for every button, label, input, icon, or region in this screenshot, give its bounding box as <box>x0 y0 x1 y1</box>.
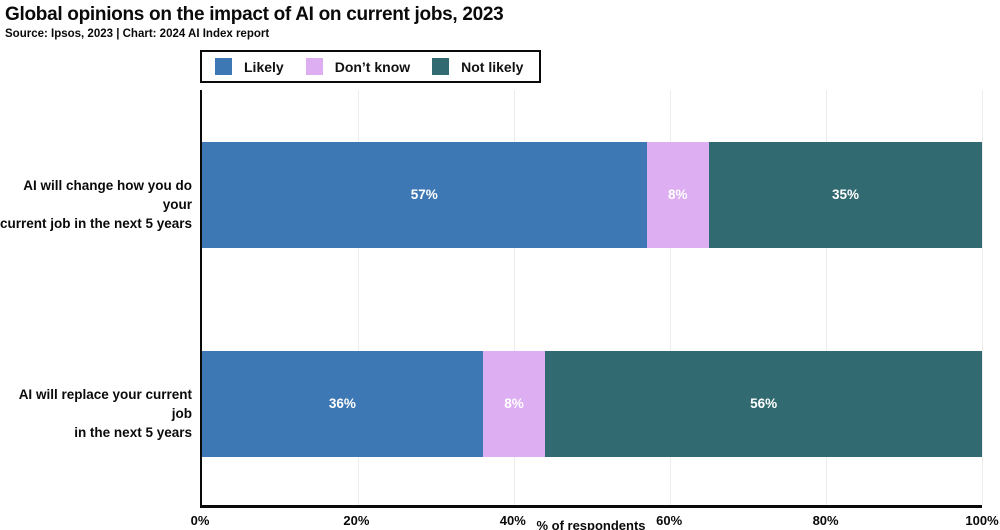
plot-area: 57% 8% 35% 36% 8% 56% <box>200 90 983 508</box>
gridline <box>982 90 983 505</box>
bar-value-label: 56% <box>750 396 778 411</box>
legend-swatch-icon <box>305 58 323 75</box>
legend-item-don-t-know[interactable]: Don’t know <box>305 58 411 75</box>
legend-swatch-icon <box>432 58 450 75</box>
x-axis-tick-labels: 0% 20% 40% 60% 80% 100% <box>191 513 999 529</box>
bar-value-label: 36% <box>328 396 356 411</box>
bar-segment-not-likely[interactable]: 35% <box>708 141 982 248</box>
legend-item-not-likely[interactable]: Not likely <box>432 58 523 75</box>
gridline <box>358 90 359 505</box>
category-label: AI will replace your current job in the n… <box>18 386 192 440</box>
bar-segment-not-likely[interactable]: 56% <box>545 350 982 457</box>
bar-segment-don-t-know[interactable]: 8% <box>646 141 709 248</box>
x-tick-label: 100% <box>965 513 999 528</box>
legend: Likely Don’t know Not likely <box>200 50 542 83</box>
x-tick-label: 0% <box>190 513 210 528</box>
bar-value-label: 35% <box>831 187 859 202</box>
x-tick-label: 20% <box>343 513 370 528</box>
legend-swatch-icon <box>215 58 232 75</box>
bar-segment-don-t-know[interactable]: 8% <box>482 350 546 457</box>
x-tick-label: 80% <box>812 513 839 528</box>
bar-row: 36% 8% 56% <box>202 350 982 457</box>
legend-label: Not likely <box>461 58 524 75</box>
legend-item-likely[interactable]: Likely <box>215 58 284 75</box>
bar-row: 57% 8% 35% <box>202 141 982 248</box>
gridline <box>670 90 671 505</box>
bar-value-label: 8% <box>504 396 524 411</box>
x-axis-title: % of respondents <box>536 518 646 530</box>
bar-segment-likely[interactable]: 36% <box>202 350 483 457</box>
chart-title: Global opinions on the impact of AI on c… <box>5 4 504 25</box>
bar-value-label: 57% <box>410 187 438 202</box>
gridline <box>826 90 827 505</box>
category-label: AI will change how you do your current jo… <box>0 177 192 231</box>
bar-value-label: 8% <box>668 187 688 202</box>
category-axis-labels: AI will change how you do your current jo… <box>0 0 196 530</box>
x-tick-label: 40% <box>499 513 526 528</box>
x-tick-label: 60% <box>656 513 683 528</box>
bar-segment-likely[interactable]: 57% <box>202 141 647 248</box>
legend-label: Don’t know <box>334 58 411 75</box>
chart-subtitle: Source: Ipsos, 2023 | Chart: 2024 AI Ind… <box>5 28 270 40</box>
legend-label: Likely <box>244 58 284 75</box>
gridline <box>514 90 515 505</box>
